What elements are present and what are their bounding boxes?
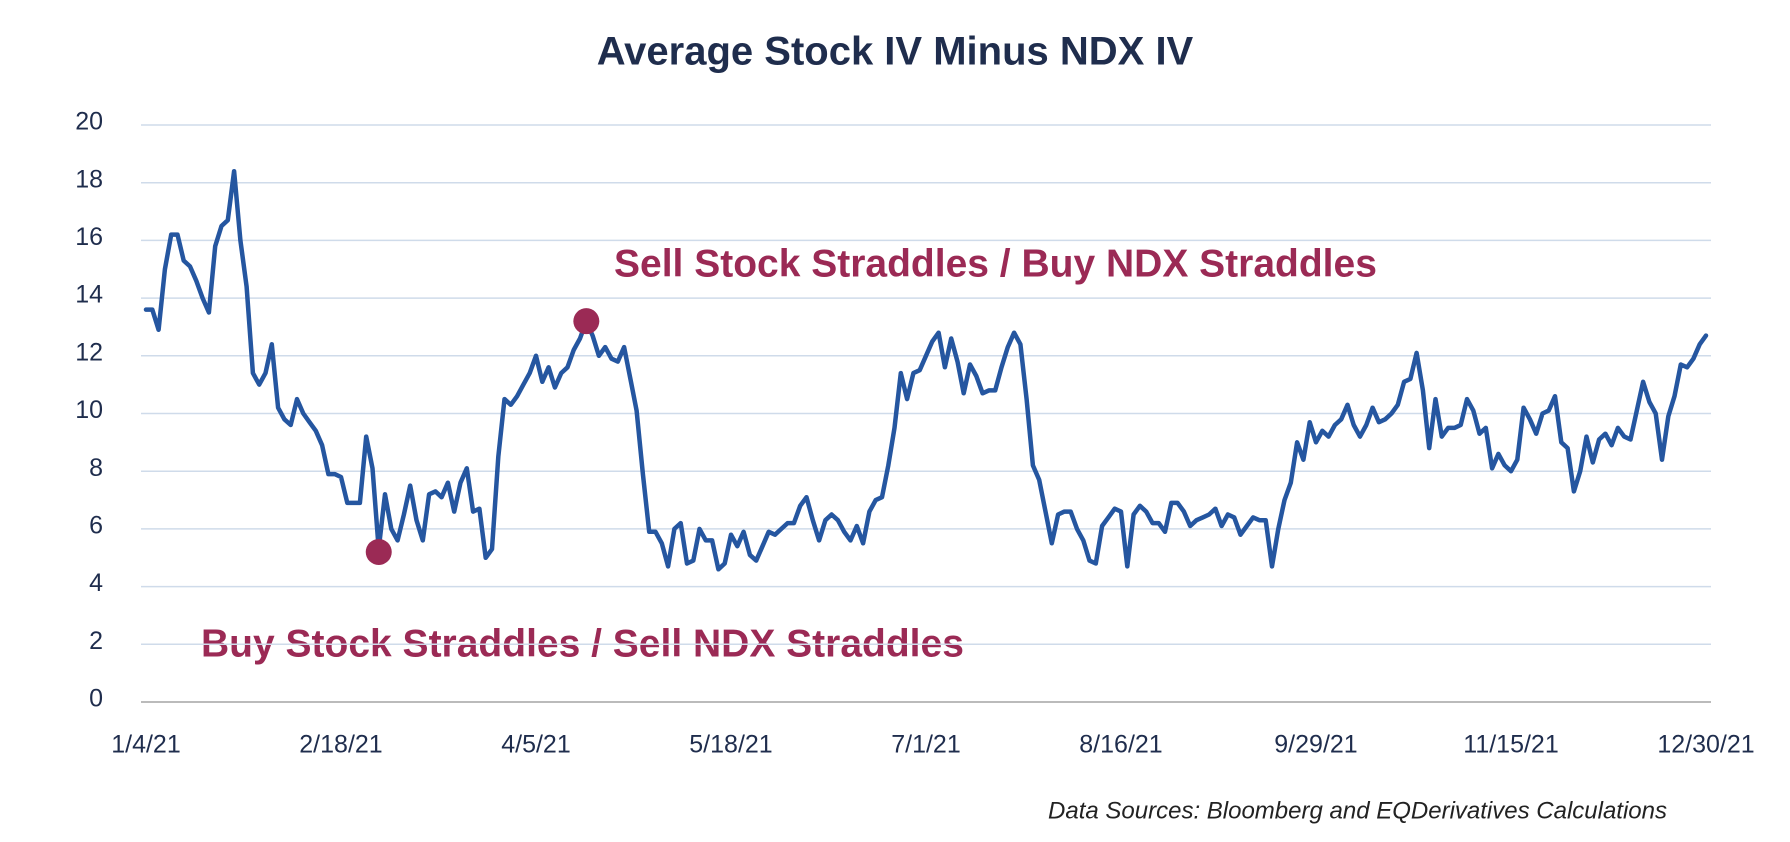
y-tick-label: 14 xyxy=(75,281,103,309)
highlight-marker xyxy=(573,308,600,335)
x-tick-label: 5/18/21 xyxy=(689,731,772,759)
y-tick-label: 20 xyxy=(75,108,103,136)
annotation: Sell Stock Straddles / Buy NDX Straddles xyxy=(614,242,1377,285)
y-tick-label: 12 xyxy=(75,338,103,366)
y-tick-label: 6 xyxy=(89,512,103,540)
x-tick-label: 11/15/21 xyxy=(1463,731,1558,759)
series-line xyxy=(143,168,1709,572)
highlight-marker xyxy=(365,538,392,565)
x-tick-label: 8/16/21 xyxy=(1079,731,1162,759)
x-tick-label: 12/30/21 xyxy=(1657,731,1754,759)
y-tick-label: 18 xyxy=(75,165,103,193)
y-tick-label: 0 xyxy=(89,685,103,713)
x-tick-label: 4/5/21 xyxy=(501,731,571,759)
y-tick-label: 10 xyxy=(75,396,103,424)
chart-title: Average Stock IV Minus NDX IV xyxy=(597,30,1194,74)
y-tick-label: 16 xyxy=(75,223,103,251)
x-tick-label: 2/18/21 xyxy=(299,731,382,759)
x-tick-label: 9/29/21 xyxy=(1274,731,1357,759)
y-tick-label: 8 xyxy=(89,454,103,482)
x-tick-label: 7/1/21 xyxy=(891,731,961,759)
x-tick-label: 1/4/21 xyxy=(111,731,181,759)
source-note: Data Sources: Bloomberg and EQDerivative… xyxy=(1048,797,1667,824)
y-tick-label: 4 xyxy=(89,569,103,597)
y-tick-label: 2 xyxy=(89,627,103,655)
